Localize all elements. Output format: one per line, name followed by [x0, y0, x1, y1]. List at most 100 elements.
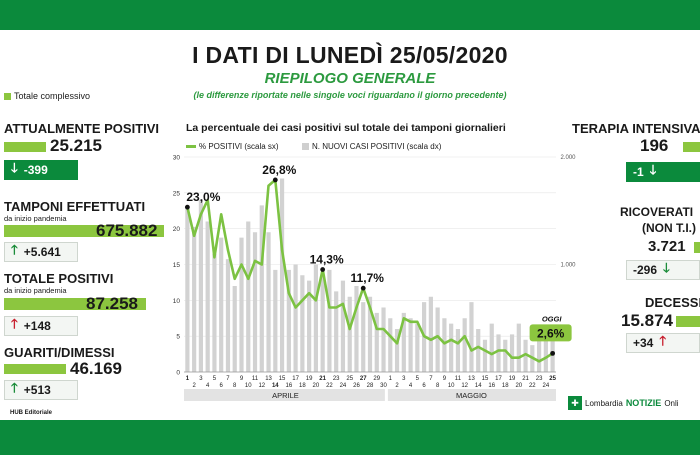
x-tick-label: 21	[319, 376, 326, 382]
tamponi-bar	[4, 225, 164, 237]
x-tick-label: 13	[468, 376, 475, 382]
x-tick-label: 2	[192, 383, 196, 389]
x-tick-label: 14	[272, 383, 279, 389]
x-tick-label: 10	[448, 383, 455, 389]
y-tick-left: 0	[176, 370, 180, 377]
y-tick-left: 5	[176, 334, 180, 341]
bar-new-cases	[367, 296, 373, 372]
annotation-dot	[360, 285, 366, 291]
annotation-dot	[320, 267, 326, 272]
month-label: MAGGIO	[456, 391, 487, 400]
positivi-delta-value: -399	[23, 163, 48, 177]
x-tick-label: 30	[380, 383, 387, 389]
legend-cases: N. NUOVI CASI POSITIVI (scala dx)	[302, 142, 441, 151]
x-tick-label: 17	[292, 376, 299, 382]
ricoverati-delta-value: -296	[633, 263, 658, 277]
bar-new-cases	[327, 269, 332, 372]
x-tick-label: 24	[340, 383, 347, 389]
bar-new-cases	[509, 334, 515, 372]
totale-delta: 🡑 +148	[4, 316, 78, 336]
x-tick-label: 14	[475, 383, 482, 389]
totale-value: 87.258	[86, 294, 138, 313]
x-tick-label: 21	[522, 376, 529, 382]
bar-new-cases	[347, 296, 352, 372]
y-tick-left: 10	[173, 298, 181, 305]
tamponi-delta: 🡑 +5.641	[4, 242, 78, 262]
ricoverati-label2: (NON T.I.)	[642, 221, 696, 235]
annotation-label: 23,0%	[186, 190, 220, 204]
ricoverati-label: RICOVERATI	[620, 205, 694, 219]
brand-text-a: Lombardia	[585, 398, 623, 408]
terapia-label: TERAPIA INTENSIVA	[572, 121, 700, 136]
legend-total: Totale complessivo	[4, 91, 90, 101]
bar-new-cases	[442, 318, 447, 372]
x-tick-label: 3	[402, 376, 406, 382]
annotation-label: 2,6%	[537, 326, 565, 340]
arrow-up-icon: 🡑	[659, 333, 667, 348]
terapia-bar	[683, 142, 700, 152]
x-tick-label: 8	[436, 383, 440, 389]
ricoverati-value: 3.721	[648, 238, 686, 255]
terapia-delta: -1 🡓	[626, 162, 700, 182]
annotation-label: 14,3%	[310, 253, 344, 267]
bottom-band	[0, 420, 700, 455]
top-band	[0, 0, 700, 30]
bar-new-cases	[185, 205, 190, 372]
bar-new-cases	[408, 318, 413, 372]
x-tick-label: 11	[252, 376, 259, 382]
bar-new-cases	[523, 339, 528, 372]
legend-percent-label: % POSITIVI (scala sx)	[199, 142, 279, 151]
decessi-label: DECESSI	[645, 295, 700, 310]
bar-new-cases	[449, 323, 454, 372]
x-tick-label: 16	[285, 383, 292, 389]
bar-new-cases	[550, 329, 555, 372]
bar-new-cases	[313, 264, 318, 372]
x-tick-label: 9	[240, 376, 244, 382]
guariti-delta-value: +513	[23, 383, 51, 397]
bar-new-cases	[266, 232, 271, 372]
arrow-up-icon: 🡑	[11, 380, 18, 395]
annotation-label: 26,8%	[262, 163, 296, 177]
bar-new-cases	[381, 307, 386, 372]
y-tick-right: 1.000	[560, 263, 576, 269]
credit-label: HUB Editoriale	[10, 410, 53, 416]
y-tick-left: 20	[173, 226, 181, 233]
month-band-april	[184, 389, 385, 401]
terapia-value: 196	[640, 136, 669, 155]
x-tick-label: 22	[529, 383, 536, 389]
legend-total-swatch	[4, 92, 11, 100]
tamponi-sub: da inizio pandemia	[4, 214, 67, 223]
bar-new-cases	[205, 221, 210, 372]
legend-line-swatch	[186, 145, 196, 148]
x-tick-label: 8	[233, 383, 237, 389]
bar-new-cases	[489, 323, 494, 372]
bar-new-cases	[354, 286, 359, 372]
x-tick-label: 22	[326, 383, 333, 389]
page-subtitle: RIEPILOGO GENERALE	[264, 70, 436, 87]
bar-new-cases	[455, 329, 461, 372]
x-tick-label: 1	[389, 376, 393, 382]
x-tick-label: 16	[488, 383, 495, 389]
legend-bar-swatch	[302, 143, 309, 150]
bar-new-cases	[192, 226, 197, 372]
legend-percent: % POSITIVI (scala sx)	[186, 142, 279, 151]
y-tick-left: 15	[173, 262, 181, 269]
x-tick-label: 12	[258, 383, 265, 389]
x-tick-label: 18	[502, 383, 509, 389]
x-tick-label: 29	[373, 376, 380, 382]
bar-new-cases	[496, 334, 501, 372]
bar-new-cases	[536, 334, 542, 372]
x-tick-label: 23	[333, 376, 340, 382]
bar-new-cases	[543, 339, 548, 372]
bar-new-cases	[293, 264, 298, 372]
x-tick-label: 11	[455, 376, 462, 382]
x-tick-label: 15	[279, 376, 286, 382]
bar-new-cases	[394, 329, 400, 372]
x-tick-label: 4	[409, 383, 413, 389]
totale-bar	[4, 298, 146, 310]
x-tick-label: 3	[199, 376, 203, 382]
guariti-delta: 🡑 +513	[4, 380, 78, 400]
bar-new-cases	[469, 302, 474, 372]
page-note: (le differenze riportate nelle singole v…	[193, 90, 507, 100]
x-tick-label: 25	[346, 376, 353, 382]
